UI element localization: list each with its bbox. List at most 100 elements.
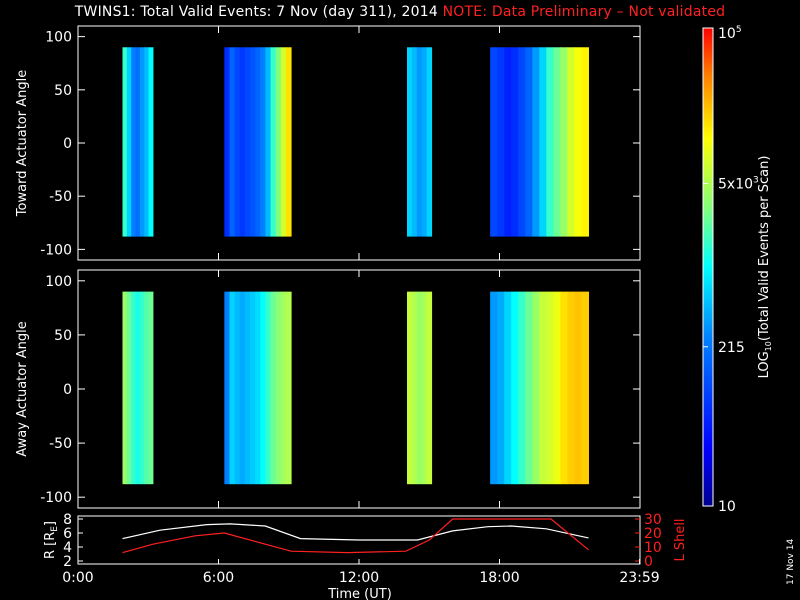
heatmap-cell <box>139 47 145 237</box>
heatmap-cell <box>539 291 547 485</box>
title-note: NOTE: Data Preliminary – Not validated <box>442 4 726 20</box>
heatmap-cell <box>234 47 241 237</box>
xlabel-time: Time (UT) <box>327 587 392 600</box>
xtick-label: 0:00 <box>62 570 93 586</box>
heatmap-cell <box>574 47 582 237</box>
colorbar-tick-label: 5x103 <box>718 175 759 192</box>
panel-away: 100 50 0 -50 -100 Away Actuator Angle <box>15 269 641 509</box>
ephemeris-lines <box>122 518 589 554</box>
heatmap-cell <box>229 47 236 237</box>
heatmap-cell <box>490 47 498 237</box>
ytick-label: 50 <box>54 328 72 344</box>
y2tick-label: 0 <box>644 554 653 570</box>
xticks-away <box>77 270 641 508</box>
heatmap-cell <box>122 291 128 485</box>
xtick-label: 6:00 <box>203 570 234 586</box>
xticks-time: 0:00 6:00 12:00 18:00 23:59 <box>62 559 660 586</box>
ytick-label: -100 <box>40 490 72 506</box>
colorbar: 10 215 5x103 105 LOG10(Total Valid Events p… <box>702 25 773 515</box>
heatmap-cell <box>126 47 132 237</box>
heatmap-cell <box>255 291 261 485</box>
heatmap-cell <box>224 47 230 237</box>
heatmap-cell <box>581 47 589 237</box>
y2tick-label: 20 <box>644 526 662 542</box>
heatmap-cell <box>255 47 261 237</box>
heatmap-cell <box>126 291 132 485</box>
heatmap-cell <box>260 47 266 237</box>
heatmap-cell <box>239 291 246 485</box>
heatmap-cell <box>270 47 277 237</box>
colorbar-tick-label: 10 <box>718 499 736 515</box>
heatmap-cell <box>285 291 292 485</box>
heatmap-cell <box>244 291 251 485</box>
xtick-label: 18:00 <box>479 570 519 586</box>
colorbar-tick-label: 215 <box>718 340 745 356</box>
heatmap-cell <box>148 291 154 485</box>
heatmap-cell <box>497 291 505 485</box>
heatmap-cell <box>518 291 526 485</box>
heatmap-cell <box>416 291 423 485</box>
colorbar-label: LOG10(Total Valid Events per Scan) <box>757 156 773 379</box>
heatmap-cell <box>553 291 561 485</box>
heatmap-cell <box>260 291 266 485</box>
heatmap-cell <box>280 291 287 485</box>
ytick-label: 100 <box>45 30 72 46</box>
colorbar-tick-label: 105 <box>718 25 742 42</box>
heatmap-cell <box>504 47 512 237</box>
ylabel-lshell: L Shell <box>673 518 688 561</box>
heatmap-cell <box>139 291 145 485</box>
xtick-label: 23:59 <box>619 570 659 586</box>
ylabel-toward: Toward Actuator Angle <box>15 70 30 217</box>
heatmap-cell <box>567 47 575 237</box>
heatmap-cell <box>285 47 292 237</box>
heatmap-cell <box>144 47 150 237</box>
heatmap-cell <box>135 291 141 485</box>
ylabel-r: R [RE] <box>43 521 60 559</box>
xticks-toward <box>77 26 641 260</box>
heatmap-cell <box>581 291 589 485</box>
y2tick-label: 30 <box>644 512 662 528</box>
heatmap-cell <box>265 47 272 237</box>
heatmap-cell <box>224 291 230 485</box>
heatmap-cell <box>426 291 433 485</box>
heatmap-cell <box>148 47 154 237</box>
heatmap-cell <box>135 47 141 237</box>
ytick-label: 50 <box>54 83 72 99</box>
heatmap-cell <box>144 291 150 485</box>
colorbar-ticks: 10 215 5x103 105 <box>703 25 759 515</box>
heatmap-cell <box>546 47 554 237</box>
heatmap-cell <box>497 47 505 237</box>
heatmap-cell <box>250 47 256 237</box>
heatmap-cell <box>567 291 575 485</box>
heatmap-cell <box>265 291 272 485</box>
title-main: TWINS1: Total Valid Events: 7 Nov (day 3… <box>74 4 438 20</box>
ytick-label: 100 <box>45 274 72 290</box>
r-series-line <box>122 523 589 541</box>
heatmap-cell <box>518 47 526 237</box>
heatmap-cell <box>407 47 413 237</box>
ytick-label: 0 <box>63 382 72 398</box>
yticks-toward: 100 50 0 -50 -100 <box>40 30 640 258</box>
ytick-label: -50 <box>49 189 72 205</box>
heatmap-cell <box>411 291 418 485</box>
colorbar-gradient <box>703 28 713 506</box>
heatmap-cell <box>275 291 282 485</box>
heatmap-cell <box>131 291 137 485</box>
heatmap-cell <box>239 47 246 237</box>
heatmap-cell <box>270 291 277 485</box>
ytick-label: -50 <box>49 436 72 452</box>
heatmap-cell <box>234 291 241 485</box>
heatmap-cell <box>504 291 512 485</box>
heatmap-cell <box>539 47 547 237</box>
heatmap-cell <box>421 47 428 237</box>
heatmap-cell <box>280 47 287 237</box>
heatmap-cell <box>411 47 418 237</box>
heatmap-cell <box>574 291 582 485</box>
yticks-away: 100 50 0 -50 -100 <box>40 274 640 506</box>
lshell-series-line <box>122 518 589 554</box>
heatmap-cell <box>229 291 236 485</box>
heatmap-cell <box>532 47 540 237</box>
